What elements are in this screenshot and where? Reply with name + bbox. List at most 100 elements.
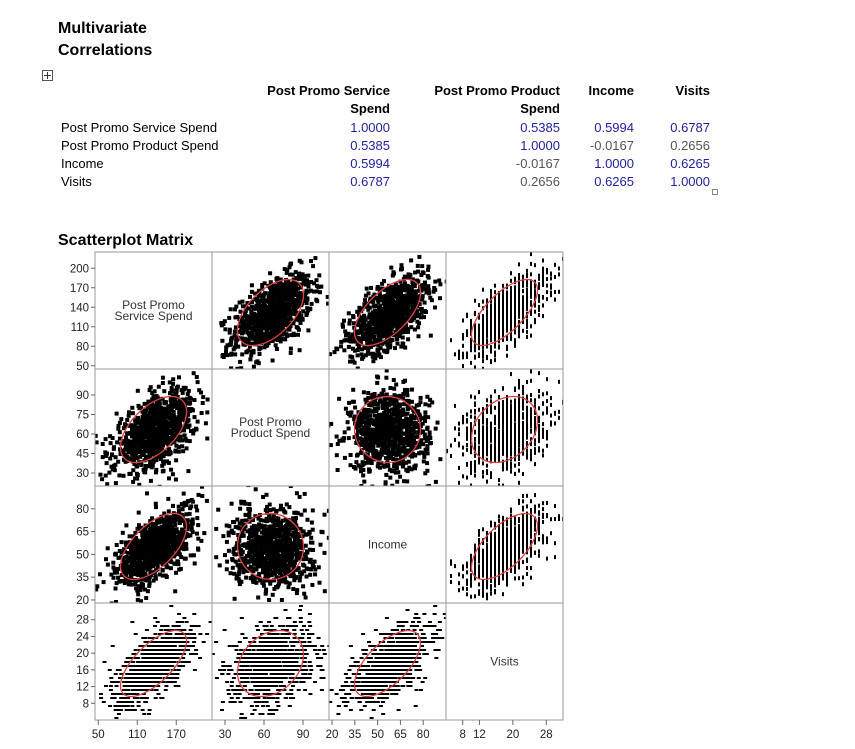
scatter-point xyxy=(267,294,272,299)
scatter-point xyxy=(423,419,427,424)
scatter-point xyxy=(182,433,187,438)
scatter-point xyxy=(405,479,410,484)
scatter-point xyxy=(401,341,406,346)
scatter-point xyxy=(157,422,162,427)
scatter-point xyxy=(356,424,361,428)
scatter-point xyxy=(526,399,528,404)
scatter-point xyxy=(131,448,136,452)
scatter-point xyxy=(558,266,560,271)
scatter-point xyxy=(359,347,364,352)
scatter-point xyxy=(399,487,403,491)
scatter-point xyxy=(387,322,392,327)
scatter-point xyxy=(297,348,302,353)
scatter-point xyxy=(502,290,504,295)
scatter-point xyxy=(526,405,528,410)
scatter-point xyxy=(364,438,369,443)
scatter-point xyxy=(167,380,172,385)
scatter-point xyxy=(139,432,144,437)
scatter-point xyxy=(267,301,272,306)
scatter-point xyxy=(510,461,512,466)
scatter-point xyxy=(486,408,488,413)
scatter-point xyxy=(494,353,496,358)
scatter-point xyxy=(392,437,397,442)
scatter-point xyxy=(305,278,309,283)
scatter-point xyxy=(390,440,395,445)
corr-cell: 1.0000 xyxy=(520,138,560,153)
scatter-point xyxy=(169,467,174,472)
scatter-point xyxy=(391,299,396,304)
scatter-point xyxy=(288,272,292,277)
scatter-point xyxy=(201,395,206,400)
scatter-point xyxy=(522,472,524,476)
resize-handle[interactable] xyxy=(712,189,718,195)
scatter-point xyxy=(470,424,472,429)
scatter-point xyxy=(335,468,340,472)
scatter-point xyxy=(259,341,264,346)
scatter-point xyxy=(150,403,155,408)
scatter-point xyxy=(411,421,416,426)
scatter-point xyxy=(546,377,548,382)
scatter-point xyxy=(538,276,540,281)
scatter-point xyxy=(538,394,540,399)
scatter-point xyxy=(87,481,91,485)
scatter-point xyxy=(379,447,384,452)
scatter-point xyxy=(156,445,160,450)
scatter-point xyxy=(538,285,540,290)
scatter-point xyxy=(146,444,150,449)
scatter-point xyxy=(187,439,192,444)
scatter-point xyxy=(419,489,423,493)
scatter-point xyxy=(368,395,373,400)
scatter-point xyxy=(380,326,385,331)
scatter-point xyxy=(400,437,405,442)
scatter-point xyxy=(330,258,334,262)
corr-cell: 0.6265 xyxy=(594,174,634,189)
scatter-point xyxy=(510,306,512,311)
scatter-point xyxy=(486,304,488,309)
scatter-point xyxy=(353,466,358,471)
scatter-point xyxy=(424,310,428,314)
scatter-point xyxy=(273,326,278,331)
scatter-point xyxy=(394,407,399,412)
scatter-point xyxy=(282,309,287,314)
scatter-point xyxy=(205,436,210,441)
scatter-point xyxy=(419,450,424,455)
scatter-point xyxy=(247,306,252,311)
scatter-point xyxy=(401,411,406,416)
scatter-point xyxy=(162,418,167,423)
scatter-point xyxy=(402,299,407,303)
scatter-point xyxy=(236,344,241,349)
scatter-point xyxy=(288,288,293,293)
scatter-point xyxy=(413,453,418,458)
scatter-point xyxy=(546,290,548,295)
scatter-point xyxy=(234,335,239,340)
scatter-point xyxy=(364,432,369,437)
scatter-point xyxy=(462,364,464,368)
expand-icon[interactable] xyxy=(42,70,53,81)
scatter-point xyxy=(518,362,520,366)
scatter-point xyxy=(199,411,204,415)
scatter-point xyxy=(393,288,398,293)
scatter-point xyxy=(249,353,254,358)
scatter-point xyxy=(478,457,480,462)
scatter-point xyxy=(123,452,128,457)
scatter-point xyxy=(329,421,334,426)
scatter-point xyxy=(421,451,426,455)
scatter-point xyxy=(398,414,403,419)
scatter-point xyxy=(190,348,194,352)
scatter-point xyxy=(546,433,548,438)
scatter-point xyxy=(393,445,398,450)
scatter-point xyxy=(506,319,508,324)
scatter-point xyxy=(365,351,370,356)
scatter-point xyxy=(369,417,374,422)
scatter-point xyxy=(290,281,295,286)
scatter-point xyxy=(173,397,178,402)
scatter-point xyxy=(124,435,128,440)
scatter-point xyxy=(172,415,177,420)
scatter-point xyxy=(306,273,311,278)
scatter-point xyxy=(325,295,329,299)
scatter-point xyxy=(358,308,363,312)
scatter-point xyxy=(399,327,404,332)
scatter-point xyxy=(144,454,149,459)
scatter-point xyxy=(248,357,253,362)
scatter-point xyxy=(145,464,150,469)
